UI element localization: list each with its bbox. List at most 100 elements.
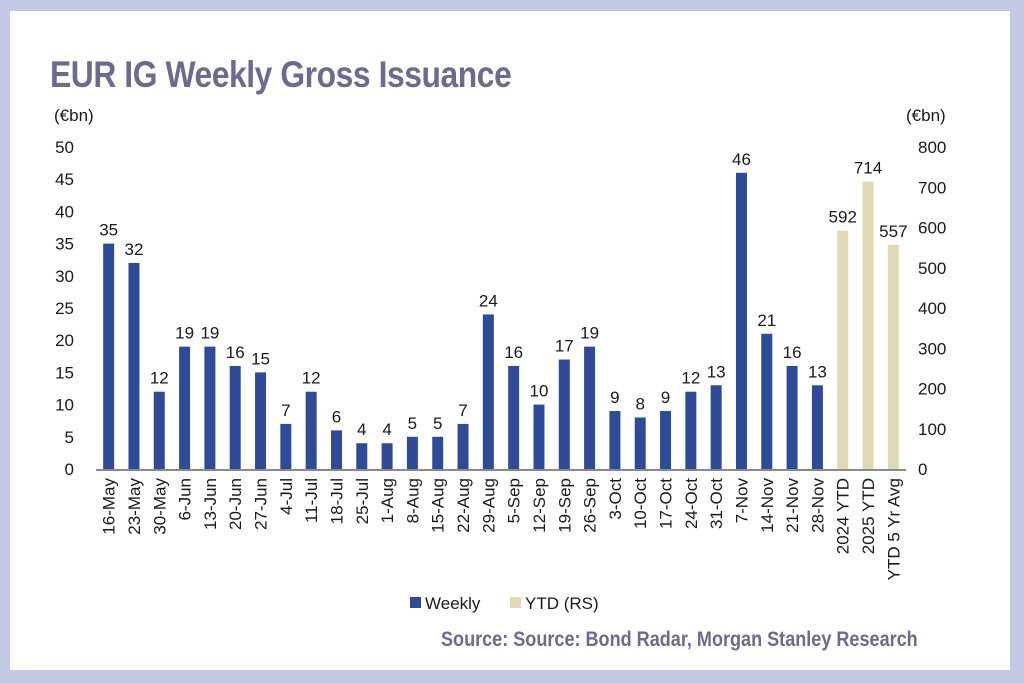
x-tick-label: 31-Oct xyxy=(707,478,726,529)
weekly-bar xyxy=(381,443,393,469)
x-tick-label: 10-Oct xyxy=(631,478,650,529)
data-label: 15 xyxy=(251,349,270,368)
chart-title: EUR IG Weekly Gross Issuance xyxy=(50,54,512,95)
weekly-bar xyxy=(685,391,697,469)
x-tick-label: 13-Jun xyxy=(201,478,220,530)
right-axis-ticks: 0 100 200 300 400 500 600 700 800 xyxy=(918,138,946,479)
data-label: 17 xyxy=(555,337,574,356)
data-label: 10 xyxy=(530,382,549,401)
x-tick-label: 20-Jun xyxy=(226,478,245,530)
data-label: 4 xyxy=(382,420,391,439)
right-tick-label: 800 xyxy=(918,138,946,157)
weekly-bar xyxy=(786,365,798,469)
weekly-bar xyxy=(255,372,267,469)
weekly-bar xyxy=(406,436,418,469)
weekly-bar xyxy=(761,333,773,469)
data-label: 557 xyxy=(879,222,907,241)
x-tick-label: 26-Sep xyxy=(581,478,600,533)
data-label: 7 xyxy=(281,401,290,420)
data-label: 16 xyxy=(226,343,245,362)
legend-label: YTD (RS) xyxy=(525,594,599,613)
bars xyxy=(103,172,899,470)
left-tick-label: 30 xyxy=(55,267,74,286)
x-tick-label: 6-Jun xyxy=(176,478,195,521)
x-tick-label: 17-Oct xyxy=(657,478,676,529)
weekly-bar xyxy=(558,359,570,469)
weekly-bar xyxy=(584,346,596,469)
data-label: 12 xyxy=(302,369,321,388)
left-tick-label: 5 xyxy=(65,428,74,447)
x-tick-label: 3-Oct xyxy=(606,478,625,520)
weekly-bar xyxy=(280,423,292,469)
data-label: 16 xyxy=(504,343,523,362)
weekly-bar xyxy=(508,365,520,469)
x-tick-label: 30-May xyxy=(150,478,169,535)
right-tick-label: 400 xyxy=(918,299,946,318)
data-label: 19 xyxy=(200,324,219,343)
data-label: 13 xyxy=(808,362,827,381)
x-tick-label: 21-Nov xyxy=(783,478,802,533)
x-tick-label: 18-Jul xyxy=(327,478,346,524)
data-label: 12 xyxy=(681,369,700,388)
weekly-bar xyxy=(229,365,241,469)
source-note: Source: Source: Bond Radar, Morgan Stanl… xyxy=(441,628,918,651)
weekly-bar xyxy=(330,430,342,469)
data-label: 13 xyxy=(707,362,726,381)
x-tick-label: 1-Aug xyxy=(378,478,397,523)
data-label: 8 xyxy=(635,394,644,413)
data-label: 19 xyxy=(580,324,599,343)
x-tick-label: 28-Nov xyxy=(808,478,827,533)
weekly-bar xyxy=(735,172,747,469)
right-tick-label: 200 xyxy=(918,380,946,399)
data-label: 4 xyxy=(357,420,366,439)
x-tick-label: 2024 YTD xyxy=(834,478,853,554)
data-label: 32 xyxy=(125,240,144,259)
data-label: 35 xyxy=(99,221,118,240)
left-tick-label: 10 xyxy=(55,396,74,415)
weekly-bar xyxy=(204,346,216,469)
left-tick-label: 15 xyxy=(55,363,74,382)
x-axis-labels: 16-May 23-May 30-May 6-Jun 13-Jun 20-Jun 27-Ju… xyxy=(100,478,904,581)
x-tick-label: 12-Sep xyxy=(530,478,549,533)
weekly-bar xyxy=(482,314,494,469)
data-label: 6 xyxy=(332,407,341,426)
data-label: 46 xyxy=(732,150,751,169)
x-tick-label: 15-Aug xyxy=(429,478,448,533)
x-tick-label: 27-Jun xyxy=(252,478,271,530)
ytd-bar xyxy=(862,181,874,470)
weekly-bar xyxy=(634,417,646,469)
data-label: 12 xyxy=(150,369,169,388)
weekly-bar xyxy=(153,391,165,469)
data-label: 5 xyxy=(433,414,442,433)
right-tick-label: 600 xyxy=(918,219,946,238)
weekly-bar xyxy=(432,436,444,469)
weekly-bar xyxy=(128,262,140,469)
data-label: 19 xyxy=(175,324,194,343)
x-tick-label: 23-May xyxy=(125,478,144,535)
data-label: 9 xyxy=(610,388,619,407)
left-tick-label: 35 xyxy=(55,235,74,254)
x-tick-label: 7-Nov xyxy=(732,478,751,524)
legend-swatch xyxy=(410,597,421,608)
weekly-bar xyxy=(660,411,672,469)
data-label: 5 xyxy=(408,414,417,433)
ytd-bar xyxy=(837,230,849,469)
left-tick-label: 45 xyxy=(55,170,74,189)
x-tick-label: 22-Aug xyxy=(454,478,473,533)
legend: Weekly YTD (RS) xyxy=(410,594,599,613)
x-tick-label: 4-Jul xyxy=(277,478,296,515)
x-tick-label: 11-Jul xyxy=(302,478,321,523)
x-tick-label: YTD 5 Yr Avg xyxy=(884,478,903,580)
x-tick-label: 25-Jul xyxy=(353,478,372,524)
left-tick-label: 20 xyxy=(55,331,74,350)
weekly-bar xyxy=(609,411,621,469)
x-tick-label: 5-Sep xyxy=(505,478,524,523)
x-tick-label: 16-May xyxy=(100,478,119,535)
right-tick-label: 0 xyxy=(918,460,927,479)
left-tick-label: 0 xyxy=(65,460,74,479)
left-axis-unit: (€bn) xyxy=(54,106,94,125)
left-tick-label: 40 xyxy=(55,202,74,221)
x-tick-label: 14-Nov xyxy=(758,478,777,533)
weekly-bar xyxy=(457,423,469,469)
